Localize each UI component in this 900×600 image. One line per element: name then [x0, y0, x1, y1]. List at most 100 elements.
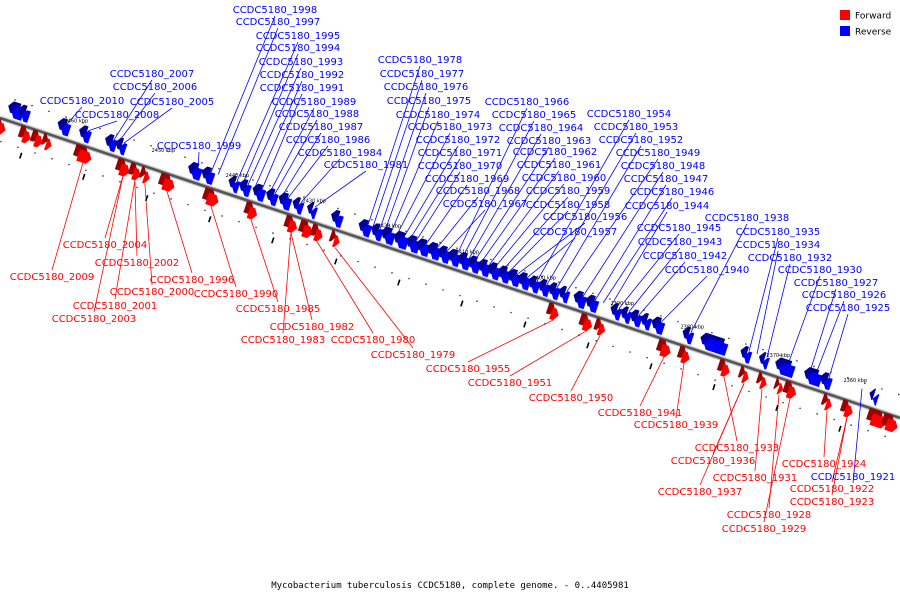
- gene-labels: CCDC5180_1998CCDC5180_1997CCDC5180_1995C…: [10, 5, 896, 535]
- tick-dot: [221, 215, 223, 217]
- leader-line: [628, 247, 681, 312]
- tick-dot: [629, 351, 631, 353]
- leader-line: [210, 205, 237, 288]
- forward-gene-label: CCDC5180_1985: [236, 304, 321, 315]
- reverse-gene-label: CCDC5180_1997: [236, 17, 321, 28]
- tick-dot: [425, 283, 427, 286]
- forward-gene-17: [578, 312, 593, 332]
- tick-dot: [490, 258, 492, 261]
- leader-line: [210, 15, 276, 173]
- reverse-gene-43: [651, 316, 666, 336]
- reverse-gene-39: [610, 302, 623, 321]
- leader-line: [468, 133, 542, 259]
- leader-line: [526, 237, 576, 279]
- leader-line: [114, 180, 136, 300]
- forward-gene-22: [737, 365, 749, 384]
- leader-line: [831, 417, 848, 483]
- tick-dot: [884, 435, 886, 438]
- forward-gene-3: [29, 129, 43, 148]
- leader-line: [502, 196, 569, 271]
- reverse-gene-42: [640, 312, 653, 331]
- tick-dot: [371, 218, 373, 221]
- leader-line: [287, 145, 329, 199]
- leader-line: [425, 184, 468, 245]
- tick-dot: [660, 315, 662, 317]
- reverse-gene-35: [548, 282, 561, 301]
- forward-gene-label: CCDC5180_1937: [658, 487, 743, 498]
- reverse-gene-label: CCDC5180_2007: [110, 69, 195, 80]
- major-tick: [334, 258, 338, 265]
- tick-dot: [762, 348, 764, 351]
- reverse-gene-9: [228, 175, 241, 194]
- tick-dot: [813, 365, 815, 368]
- reverse-gene-label: CCDC5180_1965: [492, 110, 577, 121]
- reverse-gene-45: [700, 332, 729, 356]
- reverse-gene-label: CCDC5180_1986: [286, 135, 371, 146]
- leader-line: [852, 388, 863, 484]
- reverse-gene-37: [573, 290, 588, 310]
- forward-gene-label: CCDC5180_1933: [695, 443, 780, 454]
- forward-gene-28: [866, 407, 887, 429]
- reverse-gene-label: CCDC5180_1976: [384, 82, 469, 93]
- leader-line: [390, 120, 439, 233]
- legend-reverse-label: Reverse: [855, 28, 892, 38]
- leader-line: [436, 196, 479, 249]
- tick-dot: [592, 292, 594, 295]
- major-tick: [271, 237, 275, 244]
- forward-gene-8: [138, 165, 150, 184]
- forward-gene-13: [297, 219, 313, 239]
- reverse-gene-label: CCDC5180_1957: [533, 227, 618, 238]
- reverse-gene-label: CCDC5180_1921: [811, 472, 896, 483]
- tick-dot: [527, 317, 529, 319]
- kbp-mark: 2420 kbp: [378, 224, 402, 230]
- leader-line: [508, 210, 569, 273]
- forward-gene-4: [40, 132, 52, 151]
- leader-line: [638, 261, 686, 316]
- forward-gene-label: CCDC5180_1923: [790, 497, 875, 508]
- leader-line: [261, 93, 303, 190]
- kbp-mark: 2390 kbp: [611, 301, 635, 307]
- leader-line: [384, 106, 430, 231]
- tick-dot: [204, 209, 206, 212]
- legend-reverse-swatch: [840, 26, 850, 36]
- forward-gene-5: [72, 143, 92, 164]
- forward-gene-2: [17, 125, 31, 144]
- leader-line: [546, 132, 637, 285]
- forward-gene-label: CCDC5180_1996: [150, 275, 235, 286]
- tick-dot: [694, 326, 696, 328]
- tick-dot: [507, 264, 509, 266]
- tick-dot: [272, 232, 274, 234]
- leader-line: [166, 191, 193, 274]
- gene-features: [0, 101, 898, 433]
- leader-line: [118, 92, 156, 142]
- tick-dot: [405, 230, 407, 232]
- forward-gene-26: [820, 392, 832, 411]
- forward-gene-23: [755, 371, 767, 390]
- forward-gene-21: [716, 358, 730, 377]
- kbp-mark: 2440 kbp: [226, 173, 250, 179]
- tick-dot: [102, 175, 104, 177]
- forward-gene-19: [655, 338, 671, 358]
- reverse-gene-38: [585, 294, 600, 314]
- tick-dot: [524, 269, 526, 272]
- kbp-mark: 2400 kbp: [533, 275, 557, 281]
- leader-line: [594, 184, 667, 301]
- leader-line: [113, 79, 153, 140]
- tick-dot: [476, 300, 478, 302]
- major-tick: [19, 152, 23, 159]
- kbp-mark: 2360 kbp: [843, 378, 867, 384]
- reverse-gene-4: [79, 125, 92, 144]
- tick-dot: [255, 226, 257, 229]
- reverse-gene-label: CCDC5180_2006: [113, 82, 198, 93]
- tick-dot: [252, 179, 254, 181]
- tick-dot: [456, 247, 458, 249]
- major-tick: [82, 173, 86, 180]
- legend-forward-swatch: [840, 10, 850, 20]
- leader-line: [690, 223, 748, 333]
- reverse-gene-label: CCDC5180_1963: [507, 136, 592, 147]
- tick-dot: [48, 110, 50, 113]
- tick-dot: [493, 306, 495, 308]
- reverse-gene-label: CCDC5180_1972: [416, 135, 501, 146]
- leader-line: [831, 417, 848, 496]
